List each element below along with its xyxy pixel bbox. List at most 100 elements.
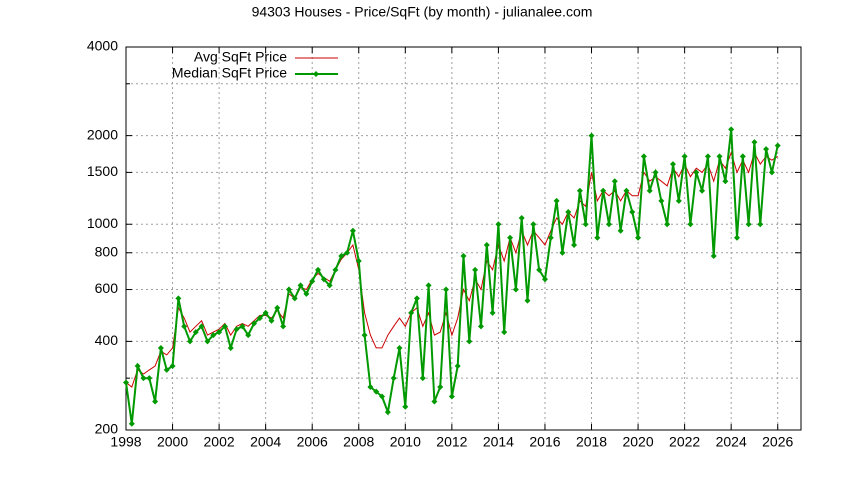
data-point (251, 320, 258, 327)
data-point (256, 315, 263, 322)
data-point (588, 132, 595, 139)
data-point (576, 187, 583, 194)
x-tick-label: 2010 (390, 434, 421, 450)
data-point (233, 326, 240, 333)
data-point (687, 221, 694, 228)
data-point (192, 329, 199, 336)
data-point (187, 338, 194, 345)
data-point (262, 309, 269, 316)
data-point (315, 266, 322, 273)
data-point (658, 197, 665, 204)
x-tick-label: 2016 (529, 434, 560, 450)
y-tick-label: 1000 (87, 215, 118, 231)
x-tick-label: 2012 (436, 434, 467, 450)
data-point (768, 169, 775, 176)
data-point (320, 276, 327, 283)
data-point (710, 253, 717, 260)
data-point (518, 214, 525, 221)
chart-title: 94303 Houses - Price/SqFt (by month) - j… (252, 4, 593, 20)
data-point (623, 187, 630, 194)
data-point (536, 266, 543, 273)
y-tick-label: 800 (95, 243, 119, 259)
data-point (396, 344, 403, 351)
data-point (495, 221, 502, 228)
x-tick-label: 2022 (669, 434, 700, 450)
data-point (216, 329, 223, 336)
y-tick-label: 600 (95, 280, 119, 296)
data-point (571, 242, 578, 249)
data-point (728, 126, 735, 133)
data-point (483, 242, 490, 249)
data-point (443, 286, 450, 293)
data-point (268, 317, 275, 324)
data-point (349, 227, 356, 234)
data-point (530, 221, 537, 228)
data-point (221, 323, 228, 330)
data-point (437, 383, 444, 390)
data-point (204, 338, 211, 345)
data-point (681, 153, 688, 160)
data-point (402, 403, 409, 410)
data-point (367, 383, 374, 390)
x-tick-label: 2014 (483, 434, 514, 450)
data-point (704, 153, 711, 160)
data-point (774, 142, 781, 149)
data-point (547, 234, 554, 241)
data-point (338, 253, 345, 260)
x-tick-label: 2026 (762, 434, 793, 450)
data-point (291, 295, 298, 302)
data-point (582, 221, 589, 228)
data-point (431, 398, 438, 405)
data-point (280, 323, 287, 330)
data-point (693, 169, 700, 176)
data-point (210, 332, 217, 339)
data-point (460, 253, 467, 260)
data-point (175, 295, 182, 302)
data-point (466, 338, 473, 345)
data-point (512, 286, 519, 293)
data-point (664, 221, 671, 228)
data-point (344, 249, 351, 256)
data-point (227, 344, 234, 351)
data-point (524, 297, 531, 304)
data-point (198, 323, 205, 330)
y-tick-label: 400 (95, 332, 119, 348)
data-point (733, 234, 740, 241)
data-point (146, 375, 153, 382)
data-point (274, 304, 281, 311)
x-tick-label: 2008 (343, 434, 374, 450)
data-point (763, 146, 770, 153)
data-point (669, 161, 676, 168)
data-point (454, 362, 461, 369)
data-point (699, 187, 706, 194)
data-point (739, 153, 746, 160)
data-point (297, 282, 304, 289)
data-point (489, 309, 496, 316)
data-point (652, 169, 659, 176)
data-point (285, 286, 292, 293)
data-point (309, 278, 316, 285)
data-point (303, 290, 310, 297)
data-point (413, 295, 420, 302)
data-point (629, 209, 636, 216)
y-tick-label: 200 (95, 421, 119, 437)
data-point (326, 282, 333, 289)
data-point (559, 249, 566, 256)
data-point (332, 266, 339, 273)
x-tick-label: 2024 (716, 434, 747, 450)
data-point (134, 362, 141, 369)
data-point (617, 227, 624, 234)
data-point (123, 379, 129, 386)
data-point (157, 344, 164, 351)
data-point (541, 276, 548, 283)
data-point (716, 153, 723, 160)
data-point (419, 375, 426, 382)
data-point (384, 409, 391, 416)
data-point (181, 323, 188, 330)
data-point (408, 309, 415, 316)
data-point (594, 234, 601, 241)
x-tick-label: 2000 (157, 434, 188, 450)
data-point (152, 398, 159, 405)
data-point (390, 375, 397, 382)
